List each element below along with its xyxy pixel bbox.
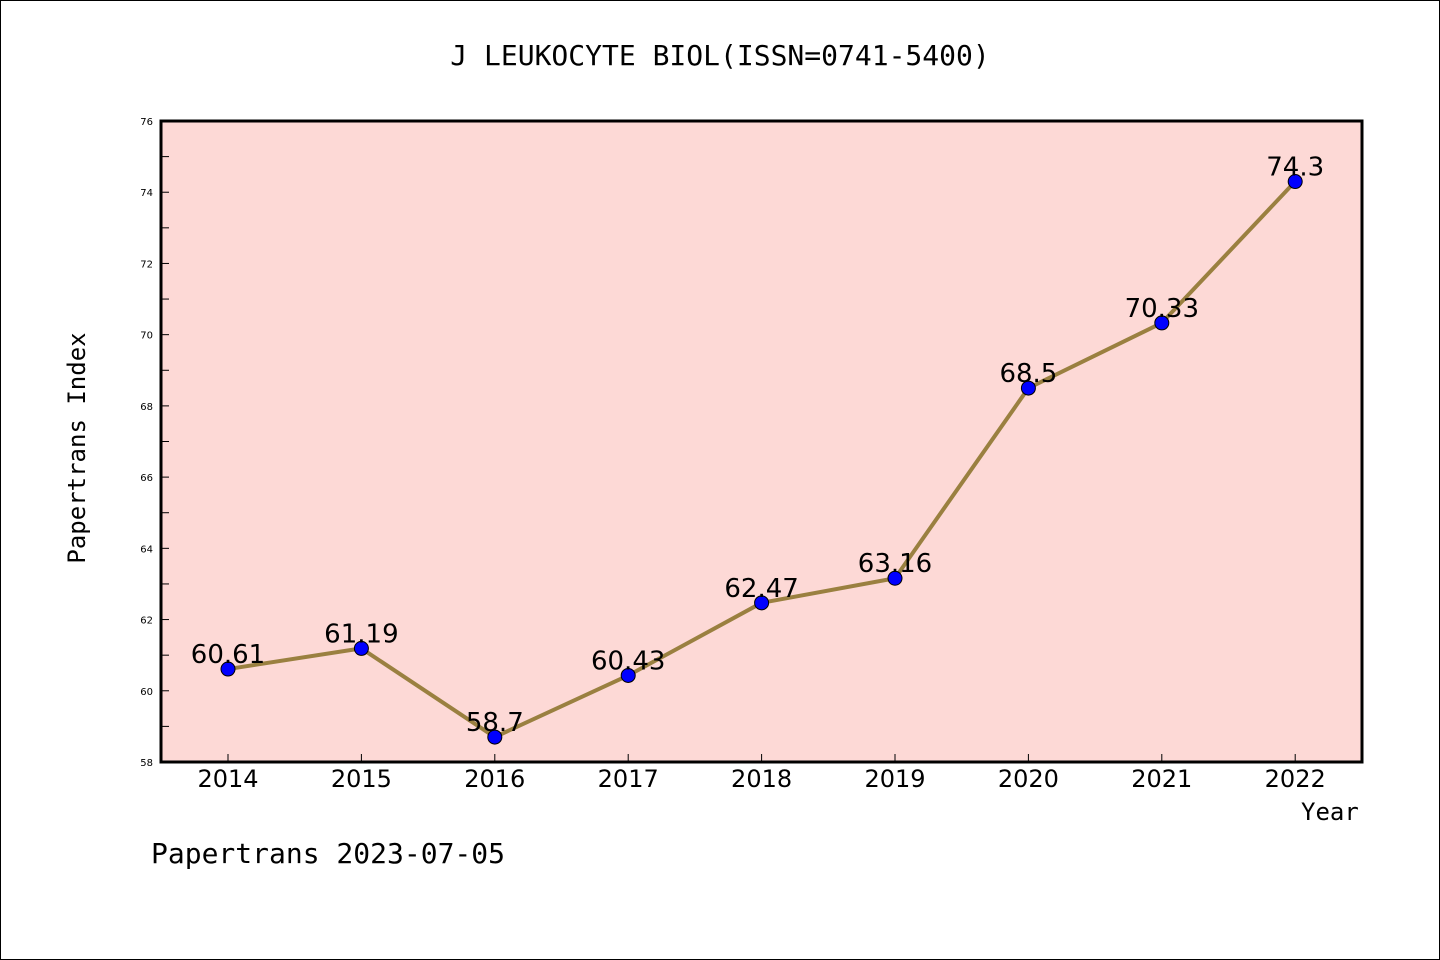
data-point <box>220 661 236 677</box>
x-tick-label: 2018 <box>731 765 792 793</box>
chart-title: J LEUKOCYTE BIOL(ISSN=0741-5400) <box>450 39 990 72</box>
y-tick-label: 58 <box>140 758 153 769</box>
y-tick-label: 74 <box>140 188 153 199</box>
x-tick-label: 2022 <box>1265 765 1326 793</box>
x-tick-label: 2020 <box>998 765 1059 793</box>
data-point <box>887 570 903 586</box>
data-label: 74.3 <box>1266 153 1324 183</box>
y-tick-label: 64 <box>140 544 153 555</box>
data-label: 60.61 <box>191 640 265 670</box>
data-point <box>754 595 770 611</box>
footer-stamp: Papertrans 2023-07-05 <box>151 837 506 870</box>
y-tick-label: 76 <box>140 117 153 128</box>
data-point <box>1020 380 1036 396</box>
y-tick-label: 60 <box>140 687 153 698</box>
x-axis-label: Year <box>1301 798 1359 826</box>
data-label: 62.47 <box>724 574 798 604</box>
data-point <box>487 729 503 745</box>
data-label: 70.33 <box>1125 294 1199 324</box>
y-tick-label: 68 <box>140 402 153 413</box>
y-tick-label: 72 <box>140 259 153 270</box>
data-label: 61.19 <box>324 619 398 649</box>
data-label: 68.5 <box>999 359 1057 389</box>
x-tick-label: 2016 <box>464 765 525 793</box>
data-point <box>1154 315 1170 331</box>
x-tick-label: 2019 <box>864 765 925 793</box>
data-label: 58.7 <box>466 708 524 738</box>
data-point <box>353 640 369 656</box>
x-tick-label: 2017 <box>598 765 659 793</box>
plot-area <box>161 121 1362 762</box>
x-tick-label: 2021 <box>1131 765 1192 793</box>
y-tick-label: 70 <box>140 331 153 342</box>
y-tick-label: 66 <box>140 473 153 484</box>
x-tick-label: 2015 <box>331 765 392 793</box>
data-label: 60.43 <box>591 646 665 676</box>
data-point <box>1287 174 1303 190</box>
plot-frame <box>159 119 1364 764</box>
x-tick-label: 2014 <box>197 765 258 793</box>
data-label: 63.16 <box>858 549 932 579</box>
y-tick-label: 62 <box>140 616 153 627</box>
data-point <box>620 667 636 683</box>
